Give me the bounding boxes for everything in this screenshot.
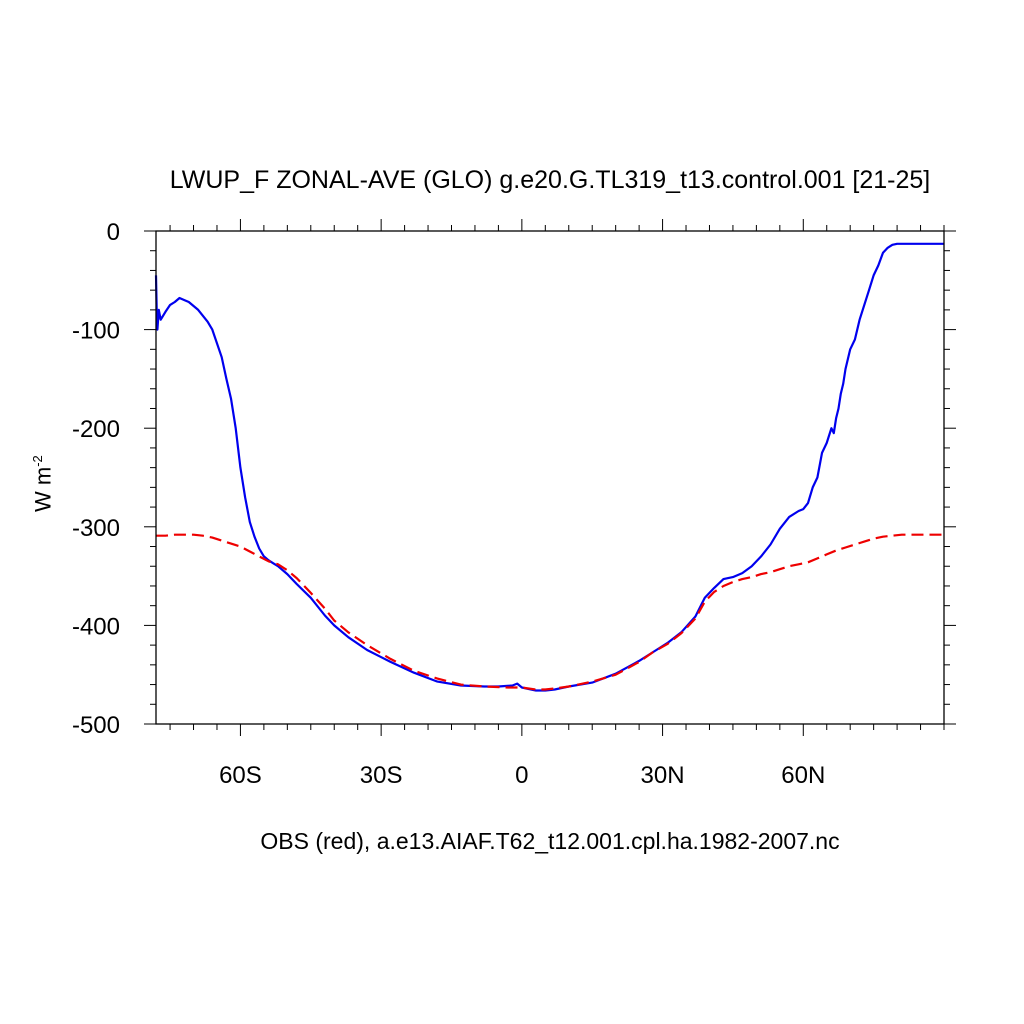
x-tick-label: 30N <box>641 762 685 789</box>
chart-title: LWUP_F ZONAL-AVE (GLO) g.e20.G.TL319_t13… <box>169 166 931 194</box>
y-tick-label: -300 <box>72 515 120 542</box>
y-axis-label-exponent: -2 <box>30 455 45 467</box>
y-tick-label: -500 <box>72 712 120 739</box>
x-tick-label: 60N <box>781 762 825 789</box>
y-axis-label-text: W m <box>30 466 56 512</box>
plot-frame <box>155 230 945 725</box>
series-group <box>154 242 944 692</box>
x-tick-label: 60S <box>219 762 262 789</box>
y-tick-label: -400 <box>72 613 120 640</box>
y-tick-label: -100 <box>72 318 120 345</box>
y-axis-label: W m-2 <box>22 450 62 530</box>
x-tick-label: 30S <box>360 762 403 789</box>
series-line-obs <box>156 533 944 691</box>
y-tick-label: 0 <box>107 219 120 246</box>
axis-ticks <box>144 219 956 736</box>
series-line-model <box>154 242 944 692</box>
y-tick-label: -200 <box>72 416 120 443</box>
chart-subtitle: OBS (red), a.e13.AIAF.T62_t12.001.cpl.ha… <box>260 828 840 854</box>
x-tick-label: 0 <box>515 762 528 789</box>
tick-labels: 0 -100 -200 -300 -400 -500 60S 30S 0 30N 60N <box>72 219 825 789</box>
